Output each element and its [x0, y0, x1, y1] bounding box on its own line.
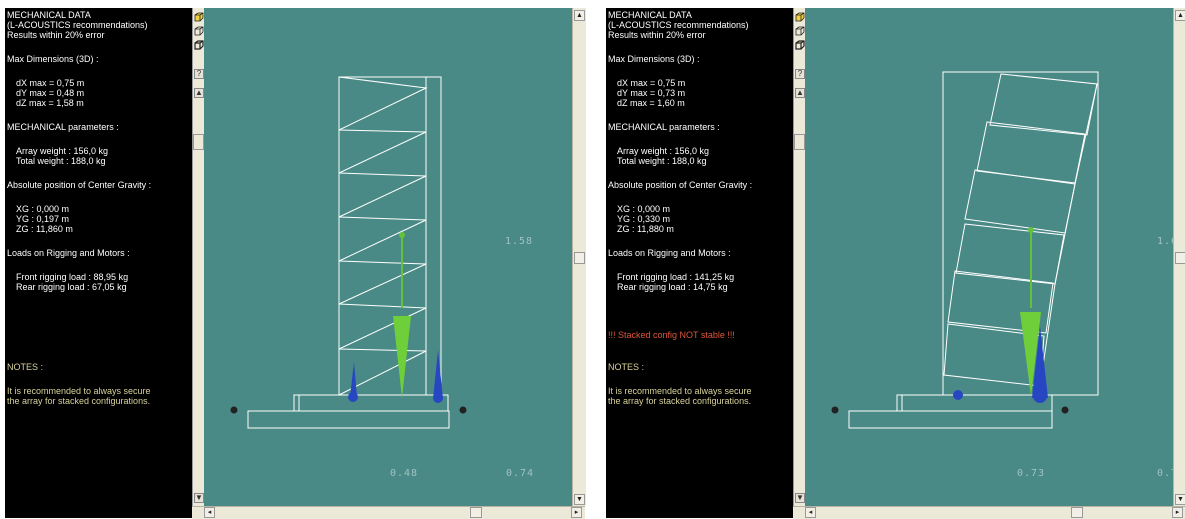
note-line-2: the array for stacked configurations.: [608, 396, 752, 406]
array-wireframe: [831, 71, 1099, 429]
dx-max: dX max = 0,75 m: [617, 78, 686, 88]
width-dimension: 0.74: [506, 468, 535, 479]
rear-rigging-load: Rear rigging load : 14,75 kg: [617, 282, 728, 292]
title-line-3: Results within 20% error: [7, 30, 105, 40]
array-weight: Array weight : 156,0 kg: [16, 146, 109, 156]
scroll-down-arrow-icon[interactable]: ▼: [1175, 494, 1185, 505]
mechanical-data-sidebar: MECHANICAL DATA (L-ACOUSTICS recommendat…: [5, 8, 192, 518]
box-view-icon[interactable]: [795, 40, 805, 50]
mechanical-data-panel-right: MECHANICAL DATA (L-ACOUSTICS recommendat…: [606, 8, 1185, 519]
xg-value: XG : 0,000 m: [617, 204, 671, 214]
dy-max: dY max = 0,48 m: [16, 88, 85, 98]
stability-warning: !!! Stacked config NOT stable !!!: [608, 330, 735, 340]
total-weight: Total weight : 188,0 kg: [617, 156, 707, 166]
view-toolbar: ? ▲ ▼: [793, 8, 806, 518]
title-line-2: (L-ACOUSTICS recommendations): [7, 20, 148, 30]
loads-heading: Loads on Rigging and Motors :: [7, 248, 130, 258]
vertical-scroll-thumb[interactable]: [1175, 252, 1185, 264]
zg-value: ZG : 11,860 m: [16, 224, 73, 234]
center-gravity-heading: Absolute position of Center Gravity :: [7, 180, 152, 190]
horizontal-scrollbar[interactable]: ◂ ▸: [192, 506, 585, 519]
dx-max: dX max = 0,75 m: [16, 78, 85, 88]
note-line-1: It is recommended to always secure: [608, 386, 752, 396]
max-dimensions-heading: Max Dimensions (3D) :: [7, 54, 99, 64]
box-view-icon[interactable]: [194, 12, 204, 22]
notes-heading: NOTES :: [608, 362, 645, 372]
scroll-up-button[interactable]: ▲: [194, 88, 204, 98]
sidebar-scroll-thumb[interactable]: [794, 134, 805, 150]
title-line-2: (L-ACOUSTICS recommendations): [608, 20, 749, 30]
vertical-scroll-thumb[interactable]: [574, 252, 585, 264]
dz-max: dZ max = 1,58 m: [16, 98, 84, 108]
vertical-scrollbar[interactable]: ▲ ▼: [1173, 8, 1185, 506]
scroll-up-arrow-icon[interactable]: ▲: [574, 10, 585, 21]
help-icon[interactable]: ?: [795, 69, 805, 79]
center-gravity-heading: Absolute position of Center Gravity :: [608, 180, 753, 190]
front-rigging-load: Front rigging load : 141,25 kg: [617, 272, 735, 282]
zg-value: ZG : 11,880 m: [617, 224, 674, 234]
view-toolbar: ? ▲ ▼: [192, 8, 205, 518]
title-line-1: MECHANICAL DATA: [608, 10, 692, 20]
max-dimensions-heading: Max Dimensions (3D) :: [608, 54, 700, 64]
front-rigging-load: Front rigging load : 88,95 kg: [16, 272, 129, 282]
scroll-up-button[interactable]: ▲: [795, 88, 805, 98]
mechanical-data-sidebar: MECHANICAL DATA (L-ACOUSTICS recommendat…: [606, 8, 793, 518]
dz-max: dZ max = 1,60 m: [617, 98, 685, 108]
loads-heading: Loads on Rigging and Motors :: [608, 248, 731, 258]
3d-viewport[interactable]: 1.58 0.48 0.74: [204, 8, 572, 506]
total-weight: Total weight : 188,0 kg: [16, 156, 106, 166]
box-view-icon[interactable]: [194, 26, 204, 36]
scroll-up-arrow-icon[interactable]: ▲: [1175, 10, 1185, 21]
width-dimension: 0.7: [1157, 468, 1173, 479]
depth-dimension: 0.48: [390, 468, 419, 479]
xg-value: XG : 0,000 m: [16, 204, 70, 214]
yg-value: YG : 0,197 m: [16, 214, 70, 224]
horizontal-scroll-thumb[interactable]: [1071, 507, 1083, 518]
array-weight: Array weight : 156,0 kg: [617, 146, 710, 156]
title-line-1: MECHANICAL DATA: [7, 10, 91, 20]
box-view-icon[interactable]: [795, 26, 805, 36]
horizontal-scroll-thumb[interactable]: [470, 507, 482, 518]
scroll-right-arrow-icon[interactable]: ▸: [1172, 507, 1183, 518]
horizontal-scrollbar[interactable]: ◂ ▸: [793, 506, 1185, 519]
mechanical-data-panel-left: MECHANICAL DATA (L-ACOUSTICS recommendat…: [5, 8, 586, 519]
mechanical-parameters-heading: MECHANICAL parameters :: [608, 122, 720, 132]
mechanical-parameters-heading: MECHANICAL parameters :: [7, 122, 119, 132]
box-view-icon[interactable]: [194, 40, 204, 50]
depth-dimension: 0.73: [1017, 468, 1046, 479]
height-dimension: 1.58: [505, 236, 534, 247]
scroll-down-arrow-icon[interactable]: ▼: [574, 494, 585, 505]
scroll-down-button[interactable]: ▼: [194, 493, 204, 503]
scroll-down-button[interactable]: ▼: [795, 493, 805, 503]
array-wireframe: [230, 76, 467, 429]
yg-value: YG : 0,330 m: [617, 214, 671, 224]
3d-viewport[interactable]: 0.73 1.6 0.7: [805, 8, 1173, 506]
dy-max: dY max = 0,73 m: [617, 88, 686, 98]
box-view-icon[interactable]: [795, 12, 805, 22]
rear-rigging-load: Rear rigging load : 67,05 kg: [16, 282, 127, 292]
scroll-left-arrow-icon[interactable]: ◂: [805, 507, 816, 518]
scroll-right-arrow-icon[interactable]: ▸: [571, 507, 582, 518]
height-dimension: 1.6: [1157, 236, 1173, 247]
scroll-left-arrow-icon[interactable]: ◂: [204, 507, 215, 518]
vertical-scrollbar[interactable]: ▲ ▼: [572, 8, 586, 506]
help-icon[interactable]: ?: [194, 69, 204, 79]
note-line-1: It is recommended to always secure: [7, 386, 151, 396]
title-line-3: Results within 20% error: [608, 30, 706, 40]
sidebar-scroll-thumb[interactable]: [193, 134, 204, 150]
note-line-2: the array for stacked configurations.: [7, 396, 151, 406]
notes-heading: NOTES :: [7, 362, 44, 372]
